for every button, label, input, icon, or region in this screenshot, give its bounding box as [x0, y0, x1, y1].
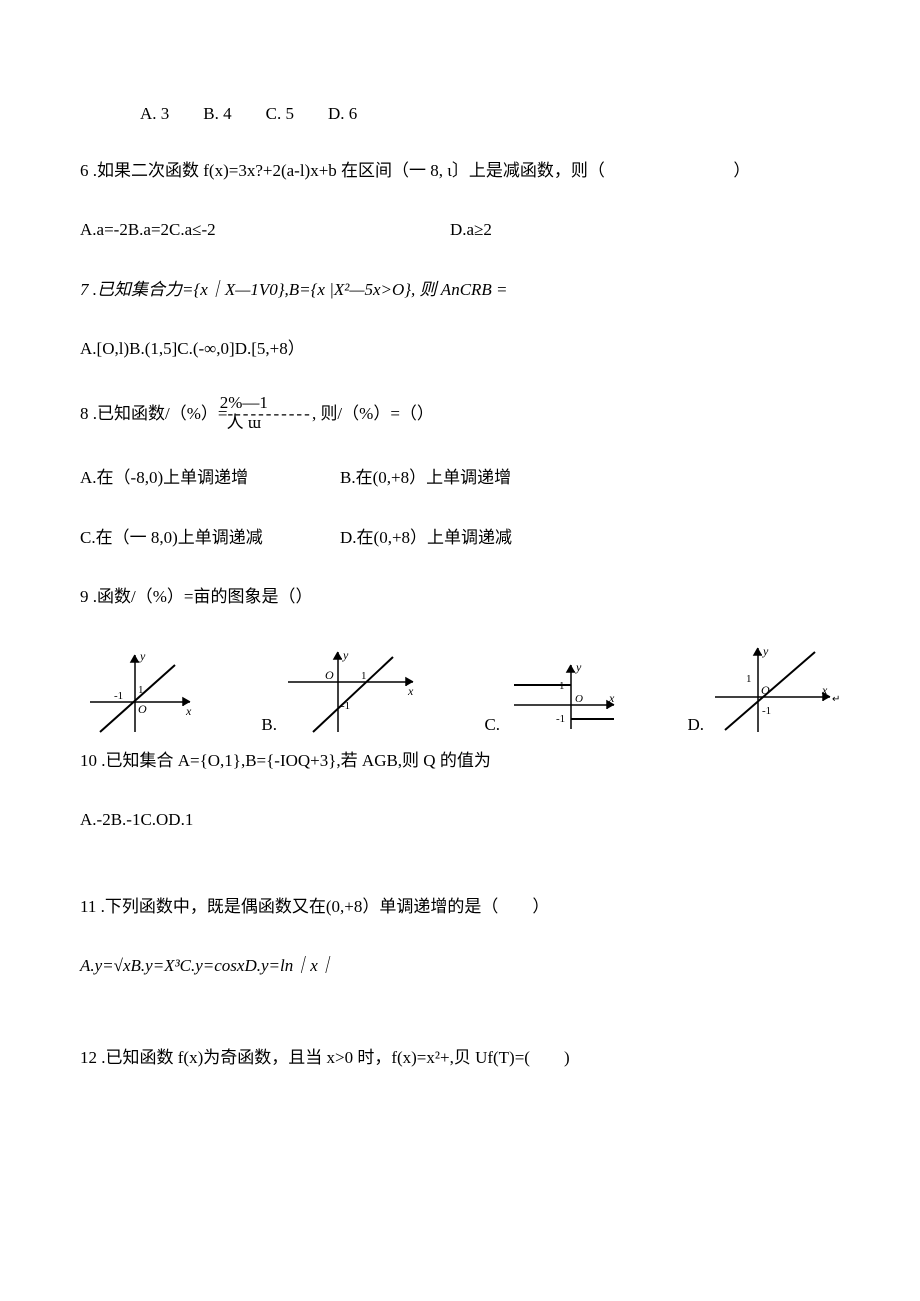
q8-opt-b: B.在(0,+8）上单调递增 — [340, 464, 511, 491]
q11-opts-text: A.y=√xB.y=X³C.y=cosxD.y=ln｜x｜ — [80, 956, 335, 975]
q10-stem: 10 .已知集合 A={O,1},B={-IOQ+3},若 AGB,则 Q 的值… — [80, 747, 840, 774]
svg-text:y: y — [139, 649, 146, 663]
q5-opt-b: B. 4 — [203, 104, 231, 123]
svg-text:O: O — [138, 702, 147, 716]
q8-opt-a: A.在（-8,0)上单调递增 — [80, 464, 340, 491]
q7-stem: 7 .已知集合力={x｜X—1V0},B={x |X²—5x>O}, 则 AnC… — [80, 276, 840, 303]
q8-stem: 8 .已知函数/（%）= ----------- 2%—1 人 ɯ , 则/（%… — [80, 394, 840, 432]
svg-text:1: 1 — [559, 680, 565, 692]
svg-text:y: y — [342, 648, 349, 662]
q8-row1: A.在（-8,0)上单调递增 B.在(0,+8）上单调递增 — [80, 464, 840, 491]
svg-text:1: 1 — [138, 684, 144, 696]
q9-stem: 9 .函数/（%）=亩的图象是（） — [80, 583, 840, 610]
svg-text:-1: -1 — [341, 700, 350, 712]
q7-options: A.[O,l)B.(1,5]C.(-∞,0]D.[5,+8） — [80, 335, 840, 362]
q5-opt-d: D. 6 — [328, 104, 357, 123]
q8-lead: 8 .已知函数/（%）= — [80, 400, 227, 427]
graph-d-label: D. — [687, 715, 704, 735]
svg-text:y: y — [762, 644, 769, 658]
q11-stem: 11 .下列函数中，既是偶函数又在(0,+8）单调递增的是（ ） — [80, 893, 840, 920]
graph-a: y x 1 -1 O — [80, 647, 200, 737]
q6-stem-text: 6 .如果二次函数 f(x)=3x?+2(a-l)x+b 在区间（一 8, ι〕… — [80, 161, 605, 180]
q12-stem: 12 .已知函数 f(x)为奇函数，且当 x>0 时，f(x)=x²+,贝 Uf… — [80, 1044, 840, 1071]
graph-b-wrap: B. y x O 1 -1 — [259, 647, 423, 737]
q8-fraction: 2%—1 人 ɯ — [220, 394, 268, 432]
q8-tail: , 则/（%）=（） — [312, 400, 434, 427]
q8-opt-c: C.在（一 8,0)上单调递减 — [80, 524, 340, 551]
q6-stem-close: ） — [733, 161, 750, 180]
svg-text:O: O — [575, 693, 583, 705]
svg-text:O: O — [761, 683, 770, 697]
svg-text:-1: -1 — [762, 705, 771, 717]
q6-opts-right: D.a≥2 — [450, 216, 492, 243]
q8-frac-bot: 人 ɯ — [220, 413, 268, 433]
graph-b-label: B. — [261, 715, 277, 735]
svg-text:x: x — [185, 704, 192, 718]
q8-opt-d: D.在(0,+8）上单调递减 — [340, 524, 512, 551]
q5-options: A. 3 B. 4 C. 5 D. 6 — [80, 100, 840, 127]
svg-text:↵: ↵ — [832, 694, 840, 705]
graph-d: y x O 1 -1 ↵ — [710, 642, 840, 737]
svg-text:x: x — [407, 684, 414, 698]
svg-text:y: y — [575, 660, 582, 674]
svg-text:x: x — [608, 691, 615, 705]
q10-options: A.-2B.-1C.OD.1 — [80, 806, 840, 833]
graph-c: y x O 1 -1 — [506, 657, 626, 737]
q6-options: A.a=-2B.a=2C.a≤-2 D.a≥2 — [80, 216, 840, 243]
q7-stem-text: 7 .已知集合力={x｜X—1V0},B={x |X²—5x>O}, 则 AnC… — [80, 280, 508, 299]
q8-frac-top: 2%—1 — [220, 394, 268, 413]
svg-text:1: 1 — [746, 673, 752, 685]
graph-d-wrap: D. y x O 1 -1 ↵ — [685, 642, 840, 737]
q11-options: A.y=√xB.y=X³C.y=cosxD.y=ln｜x｜ — [80, 952, 840, 979]
q6-opts-left: A.a=-2B.a=2C.a≤-2 — [80, 216, 450, 243]
q5-opt-c: C. 5 — [266, 104, 294, 123]
graph-c-wrap: C. y x O 1 -1 — [482, 657, 626, 737]
graph-a-wrap: y x 1 -1 O — [80, 647, 200, 737]
q9-graphs-row: y x 1 -1 O B. y x O 1 — [80, 642, 840, 737]
graph-b: y x O 1 -1 — [283, 647, 423, 737]
svg-text:x: x — [821, 683, 828, 697]
q5-opt-a: A. 3 — [140, 104, 169, 123]
svg-text:-1: -1 — [114, 690, 123, 702]
svg-text:O: O — [325, 668, 334, 682]
svg-text:1: 1 — [361, 670, 367, 682]
q8-row2: C.在（一 8,0)上单调递减 D.在(0,+8）上单调递减 — [80, 524, 840, 551]
graph-c-label: C. — [484, 715, 500, 735]
exam-page: A. 3 B. 4 C. 5 D. 6 6 .如果二次函数 f(x)=3x?+2… — [0, 0, 920, 1301]
svg-text:-1: -1 — [556, 713, 565, 725]
q6-stem: 6 .如果二次函数 f(x)=3x?+2(a-l)x+b 在区间（一 8, ι〕… — [80, 157, 840, 184]
